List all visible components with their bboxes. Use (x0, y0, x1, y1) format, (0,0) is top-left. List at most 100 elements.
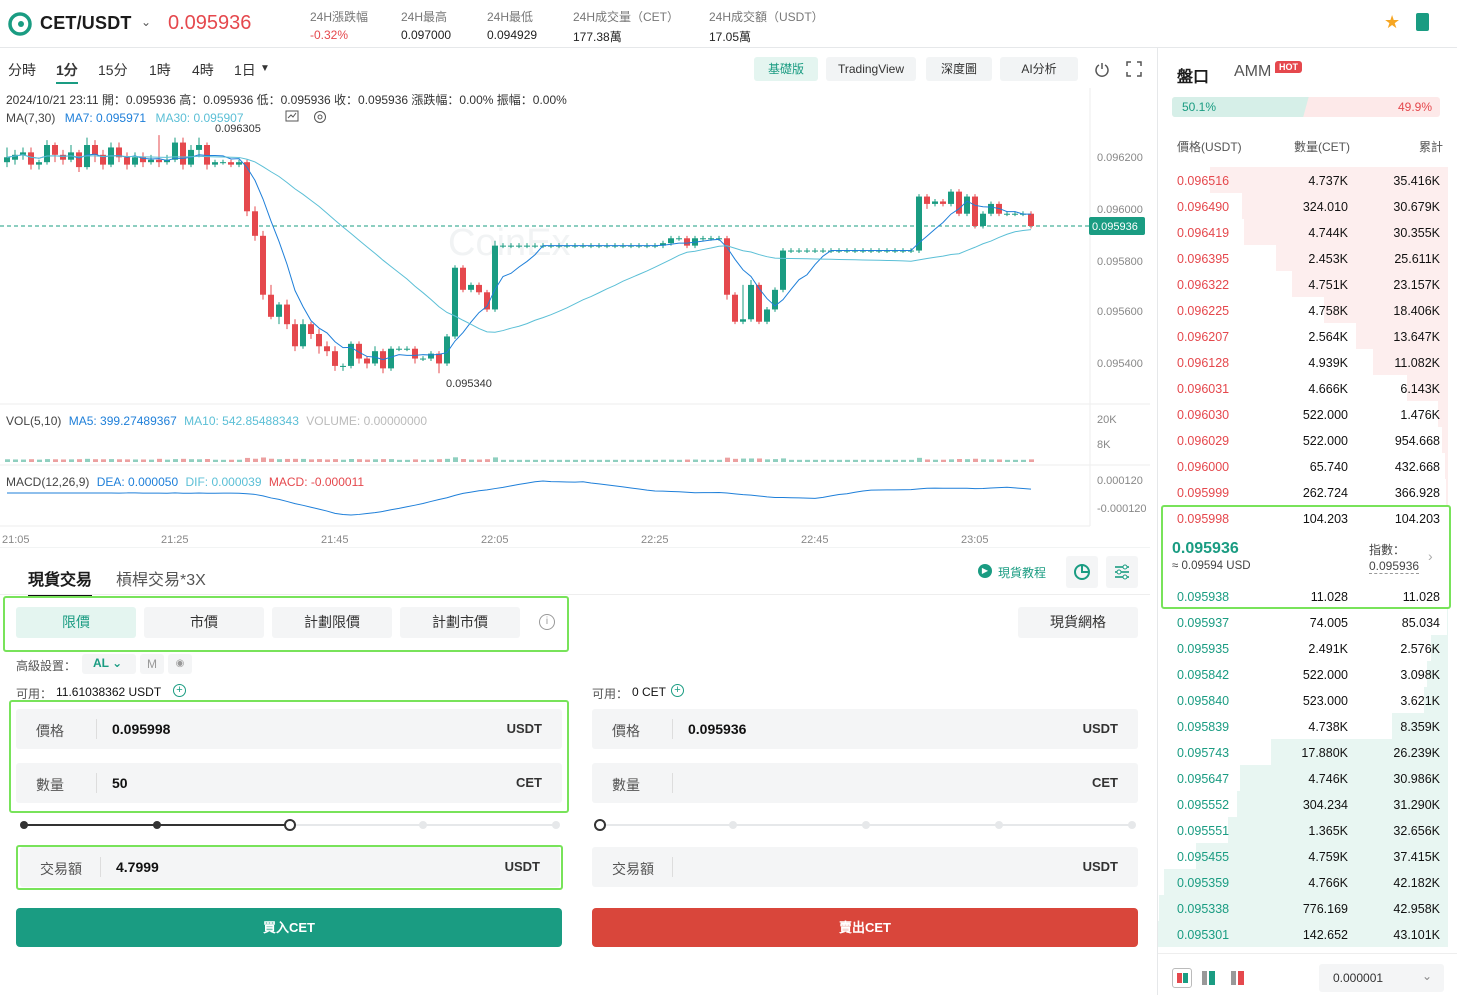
caret-down-icon[interactable]: ▼ (260, 63, 270, 74)
order-type-plan-market[interactable]: 計劃市價 (400, 607, 520, 638)
indicator-icon[interactable] (285, 110, 299, 122)
pair-selector[interactable]: CET/USDT (40, 13, 132, 33)
settings-icon[interactable] (313, 110, 327, 124)
tab-orderbook[interactable]: 盤口 (1177, 69, 1210, 86)
power-icon[interactable] (1094, 61, 1110, 77)
sell-price-field[interactable]: 價格 0.095936 USDT (592, 709, 1138, 749)
ask-row[interactable]: 0.096490 324.010 30.679K (1158, 193, 1448, 219)
candle-body (396, 348, 402, 350)
slider-step[interactable] (862, 821, 870, 829)
ask-row[interactable]: 0.096128 4.939K 11.082K (1158, 349, 1448, 375)
notebook-icon[interactable] (1416, 13, 1429, 31)
sell-amount-slider[interactable] (592, 816, 1140, 834)
ask-row[interactable]: 0.095998 104.203 104.203 (1158, 505, 1448, 531)
bid-row[interactable]: 0.095842 522.000 3.098K (1158, 661, 1448, 687)
slider-step[interactable] (1128, 821, 1136, 829)
bid-row[interactable]: 0.095935 2.491K 2.576K (1158, 635, 1448, 661)
ask-row[interactable]: 0.096207 2.564K 13.647K (1158, 323, 1448, 349)
ask-row[interactable]: 0.095999 262.724 366.928 (1158, 479, 1448, 505)
slider-step[interactable] (20, 821, 28, 829)
tab-amm[interactable]: AMM (1234, 63, 1272, 80)
ask-row[interactable]: 0.096030 522.000 1.476K (1158, 401, 1448, 427)
spot-grid-button[interactable]: 現貨網格 (1018, 607, 1138, 638)
ask-row[interactable]: 0.096419 4.744K 30.355K (1158, 219, 1448, 245)
ask-row[interactable]: 0.096031 4.666K 6.143K (1158, 375, 1448, 401)
bid-row[interactable]: 0.095455 4.759K 37.415K (1158, 843, 1448, 869)
sell-qty-field[interactable]: 數量 CET (592, 763, 1138, 803)
buy-total-input[interactable]: 4.7999 (116, 859, 159, 875)
tf-1d[interactable]: 1日 (234, 62, 256, 78)
ask-total: 13.647K (1393, 330, 1440, 344)
play-icon[interactable]: ▶ (978, 564, 992, 578)
slider-step[interactable] (153, 821, 161, 829)
sell-price-input[interactable]: 0.095936 (688, 721, 747, 737)
layout-asks-icon[interactable] (1231, 971, 1245, 985)
tf-1h[interactable]: 1時 (149, 62, 171, 78)
eye-icon[interactable]: ◉ (168, 654, 192, 674)
volume-bar (85, 458, 90, 462)
layout-bids-icon[interactable] (1202, 971, 1216, 985)
buy-total-field[interactable]: 交易額 4.7999 USDT (20, 847, 560, 887)
kline-chart[interactable]: 2024/10/21 23:11 開：0.095936 高：0.095936 低… (0, 88, 1150, 548)
favorite-star-icon[interactable]: ★ (1384, 12, 1401, 32)
bid-row[interactable]: 0.095937 74.005 85.034 (1158, 609, 1448, 635)
advanced-al-select[interactable]: AL ⌄ (82, 654, 136, 674)
bid-row[interactable]: 0.095338 776.169 42.958K (1158, 895, 1448, 921)
view-ai-button[interactable]: AI分析 (1000, 57, 1078, 81)
history-button[interactable] (1066, 556, 1098, 588)
view-basic-button[interactable]: 基礎版 (754, 57, 818, 81)
view-tradingview-button[interactable]: TradingView (826, 57, 916, 81)
index-value[interactable]: 0.095936 (1369, 559, 1420, 574)
trade-settings-button[interactable] (1106, 556, 1138, 588)
sell-total-field[interactable]: 交易額 USDT (592, 847, 1138, 887)
tab-spot[interactable]: 現貨交易 (28, 566, 93, 596)
ask-row[interactable]: 0.096029 522.000 954.668 (1158, 427, 1448, 453)
chevron-right-icon[interactable]: › (1428, 548, 1433, 564)
bid-row[interactable]: 0.095647 4.746K 30.986K (1158, 765, 1448, 791)
ask-row[interactable]: 0.096322 4.751K 23.157K (1158, 271, 1448, 297)
info-icon[interactable]: i (539, 614, 555, 630)
ask-row[interactable]: 0.096516 4.737K 35.416K (1158, 167, 1448, 193)
fullscreen-icon[interactable] (1126, 61, 1142, 77)
buy-price-field[interactable]: 價格 0.095998 USDT (16, 709, 562, 749)
order-type-market[interactable]: 市價 (144, 607, 264, 638)
slider-step[interactable] (729, 821, 737, 829)
tf-4h[interactable]: 4時 (192, 62, 214, 78)
deposit-plus-icon[interactable]: + (173, 684, 186, 697)
bid-row[interactable]: 0.095551 1.365K 32.656K (1158, 817, 1448, 843)
buy-qty-input[interactable]: 50 (112, 775, 128, 791)
bid-row[interactable]: 0.095938 11.028 11.028 (1158, 583, 1448, 609)
precision-select[interactable]: 0.000001 ⌄ (1319, 964, 1444, 992)
bid-row[interactable]: 0.095839 4.738K 8.359K (1158, 713, 1448, 739)
tf-1m[interactable]: 1分 (56, 60, 78, 84)
bid-row[interactable]: 0.095552 304.234 31.290K (1158, 791, 1448, 817)
ask-row[interactable]: 0.096000 65.740 432.668 (1158, 453, 1448, 479)
slider-thumb[interactable] (594, 819, 606, 831)
bid-row[interactable]: 0.095301 142.652 43.101K (1158, 921, 1448, 947)
bid-row[interactable]: 0.095743 17.880K 26.239K (1158, 739, 1448, 765)
sell-button[interactable]: 賣出CET (592, 908, 1138, 947)
view-depth-button[interactable]: 深度圖 (926, 57, 992, 81)
layout-both-icon[interactable] (1172, 968, 1192, 988)
bid-row[interactable]: 0.095840 523.000 3.621K (1158, 687, 1448, 713)
ask-row[interactable]: 0.096225 4.758K 18.406K (1158, 297, 1448, 323)
tab-margin[interactable]: 槓桿交易*3X (116, 572, 206, 589)
bid-row[interactable]: 0.095359 4.766K 42.182K (1158, 869, 1448, 895)
order-type-plan-limit[interactable]: 計劃限價 (272, 607, 392, 638)
buy-button[interactable]: 買入CET (16, 908, 562, 947)
slider-step[interactable] (995, 821, 1003, 829)
buy-price-input[interactable]: 0.095998 (112, 721, 171, 737)
chevron-down-icon[interactable]: ⌄ (141, 15, 152, 29)
slider-step[interactable] (552, 821, 560, 829)
ask-row[interactable]: 0.096395 2.453K 25.611K (1158, 245, 1448, 271)
tf-15m[interactable]: 15分 (98, 62, 128, 78)
order-type-limit[interactable]: 限價 (16, 607, 136, 638)
slider-step[interactable] (419, 821, 427, 829)
slider-thumb[interactable] (284, 819, 296, 831)
tf-line[interactable]: 分時 (8, 62, 36, 78)
deposit-plus-icon[interactable]: + (671, 684, 684, 697)
buy-amount-slider[interactable] (16, 816, 564, 834)
buy-qty-field[interactable]: 數量 50 CET (16, 763, 562, 803)
spot-tutorial-link[interactable]: 現貨教程 (998, 566, 1047, 580)
advanced-m-button[interactable]: M (140, 654, 164, 674)
